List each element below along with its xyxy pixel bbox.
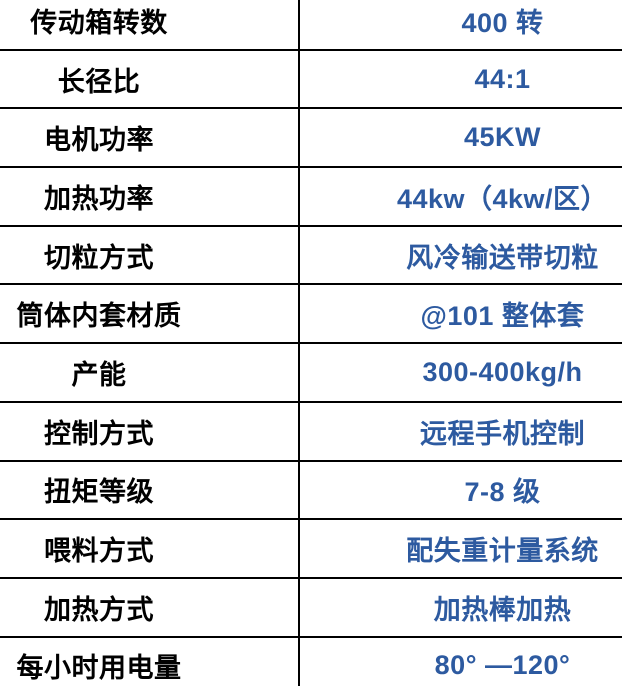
table-row: 传动箱转数 400 转 bbox=[0, 0, 622, 51]
spec-label: 产能 bbox=[0, 344, 300, 401]
spec-value: 7-8 级 bbox=[464, 477, 541, 508]
spec-value: @101 整体套 bbox=[420, 301, 585, 332]
spec-label: 长径比 bbox=[0, 50, 300, 108]
spec-label: 加热方式 bbox=[0, 578, 300, 636]
spec-label: 控制方式 bbox=[0, 402, 300, 460]
spec-label: 电机功率 bbox=[0, 109, 300, 167]
table-row: 加热功率 44kw（4kw/区） bbox=[0, 168, 622, 227]
spec-value: 风冷输送带切粒 bbox=[406, 242, 599, 273]
table-row: 电机功率 45KW bbox=[0, 109, 622, 169]
table-row: 筒体内套材质 @101 整体套 bbox=[0, 285, 622, 345]
spec-value: 远程手机控制 bbox=[420, 418, 585, 449]
spec-label: 切粒方式 bbox=[0, 226, 300, 284]
spec-value: 44kw（4kw/区） bbox=[396, 183, 609, 214]
spec-label: 筒体内套材质 bbox=[0, 285, 300, 343]
table-row: 每小时用电量 80° —120° bbox=[0, 637, 622, 686]
table-row: 切粒方式 风冷输送带切粒 bbox=[0, 226, 622, 286]
spec-value: 300-400kg/h bbox=[422, 356, 583, 387]
spec-label: 扭矩等级 bbox=[0, 461, 300, 519]
table-row: 产能 300-400kg/h bbox=[0, 344, 622, 403]
spec-label: 每小时用电量 bbox=[0, 637, 300, 686]
spec-value: 400 转 bbox=[461, 7, 544, 38]
table-row: 长径比 44:1 bbox=[0, 50, 622, 110]
spec-value: 加热棒加热 bbox=[433, 594, 572, 625]
spec-value: 45KW bbox=[463, 122, 541, 153]
table-row: 控制方式 远程手机控制 bbox=[0, 402, 622, 462]
spec-label: 喂料方式 bbox=[0, 520, 300, 577]
spec-label: 加热功率 bbox=[0, 168, 300, 225]
spec-value: 44:1 bbox=[474, 63, 531, 94]
table-row: 喂料方式 配失重计量系统 bbox=[0, 520, 622, 579]
spec-value: 配失重计量系统 bbox=[406, 536, 599, 567]
table-row: 加热方式 加热棒加热 bbox=[0, 578, 622, 638]
table-row: 扭矩等级 7-8 级 bbox=[0, 461, 622, 521]
spec-label: 传动箱转数 bbox=[0, 0, 300, 49]
spec-value: 80° —120° bbox=[434, 650, 571, 681]
